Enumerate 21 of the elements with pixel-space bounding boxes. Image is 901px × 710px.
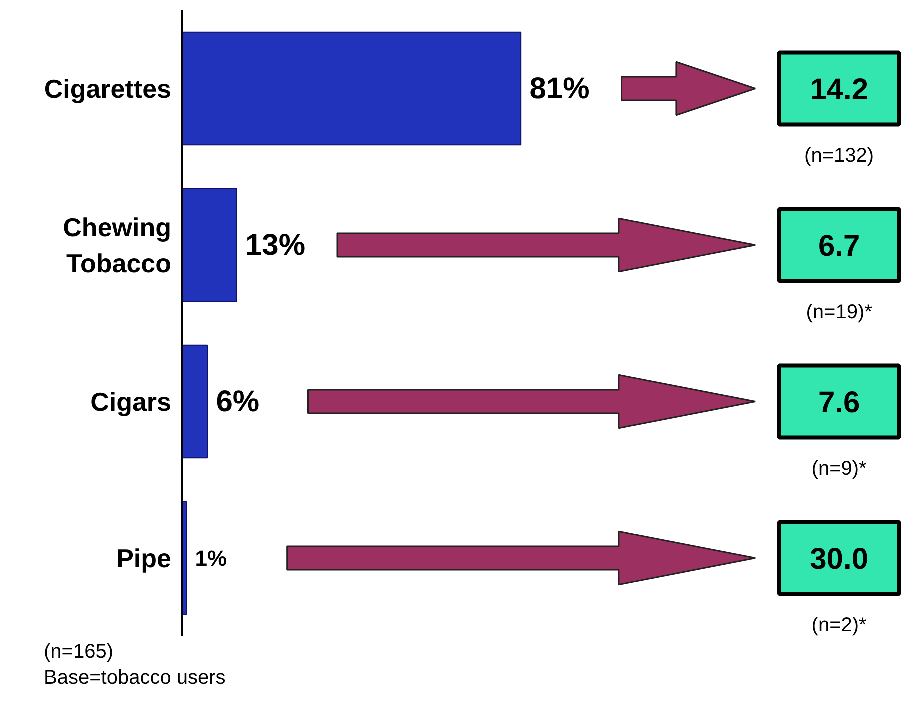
data-label: 6% xyxy=(216,385,260,418)
y-tick-label: Chewing Tobacco xyxy=(63,212,172,278)
annotation: 14.2 xyxy=(810,73,869,106)
data-label: 1% xyxy=(195,546,228,571)
data-label: 81% xyxy=(530,72,590,106)
text: Base=tobacco users xyxy=(44,666,226,690)
annotation: 6.7 xyxy=(818,230,860,263)
annotation: 7.6 xyxy=(818,386,860,420)
y-tick-label: Cigars xyxy=(90,386,172,417)
data-label: 13% xyxy=(245,228,306,262)
bar xyxy=(182,344,208,459)
annotation: (n=9)* xyxy=(812,458,868,480)
text: (n=165) xyxy=(44,640,114,664)
annotation: (n=19)* xyxy=(806,302,873,324)
annotation: 30.0 xyxy=(810,542,869,576)
bar xyxy=(182,188,238,302)
annotation: (n=132) xyxy=(804,145,874,168)
bar xyxy=(182,32,522,146)
y-tick-label: Pipe xyxy=(116,543,172,574)
annotation: (n=2)* xyxy=(812,614,868,637)
y-tick-label: Cigarettes xyxy=(44,74,172,104)
